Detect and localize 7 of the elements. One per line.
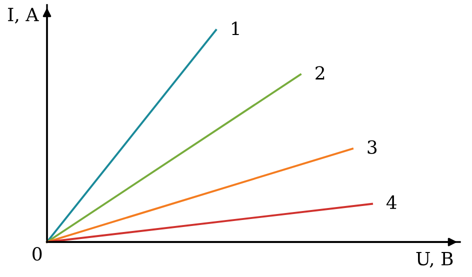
x-axis-title: U, B (416, 252, 453, 268)
series-label: 1 (232, 22, 239, 35)
series-label: 4 (386, 195, 396, 209)
series-label: 3 (368, 140, 377, 154)
text: 0 (32, 247, 42, 261)
y-axis-title: I, A (8, 8, 39, 24)
series-label: 2 (316, 66, 324, 80)
